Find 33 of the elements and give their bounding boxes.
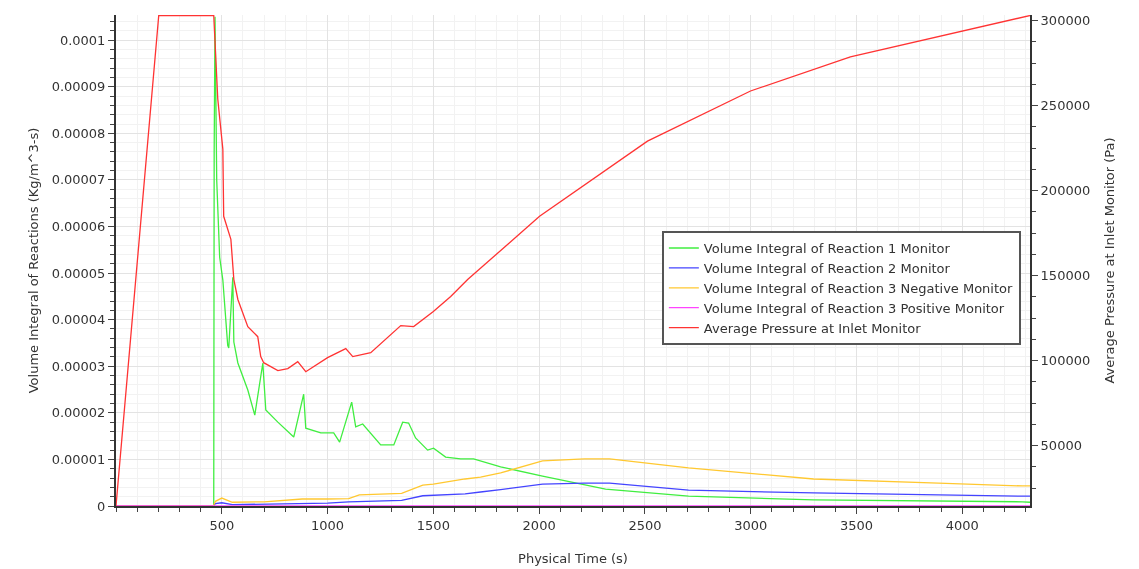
x-tick-label: 2000 xyxy=(522,517,556,533)
legend-label: Volume Integral of Reaction 2 Monitor xyxy=(703,260,951,276)
x-tick-label: 500 xyxy=(209,517,235,533)
legend-label: Volume Integral of Reaction 3 Positive Monitor xyxy=(703,300,1005,316)
y-tick-label: 0.00004 xyxy=(51,312,106,328)
y2-tick-label: 250000 xyxy=(1040,98,1091,114)
y2-tick-label: 200000 xyxy=(1040,183,1091,199)
y2-tick-label: 50000 xyxy=(1040,438,1082,454)
y-tick-label: 0.00007 xyxy=(51,172,106,188)
y-tick-label: 0.00002 xyxy=(51,405,106,421)
y-tick-label: 0.00008 xyxy=(51,125,106,141)
x-tick-label: 2500 xyxy=(628,517,662,533)
y-tick-label: 0.0001 xyxy=(59,32,106,48)
y2-tick-label: 150000 xyxy=(1040,268,1091,284)
legend-label: Volume Integral of Reaction 1 Monitor xyxy=(703,241,951,257)
x-tick-label: 1500 xyxy=(416,517,450,533)
y-tick-label: 0.00006 xyxy=(51,219,106,235)
x-tick-label: 4000 xyxy=(945,517,979,533)
x-axis-title: Physical Time (s) xyxy=(518,550,628,566)
x-tick-label: 3500 xyxy=(839,517,874,533)
legend-label: Volume Integral of Reaction 3 Negative Monitor xyxy=(703,280,1014,296)
legend-label: Average Pressure at Inlet Monitor xyxy=(703,320,922,336)
y-tick-label: 0.00005 xyxy=(51,265,106,281)
y2-tick-label: 300000 xyxy=(1040,13,1091,29)
y-tick-label: 0.00001 xyxy=(51,451,106,467)
y-axis-title: Volume Integral of Reactions (Kg/m^3-s) xyxy=(26,127,42,394)
y2-axis-title: Average Pressure at Inlet Monitor (Pa) xyxy=(1102,137,1118,384)
y-tick-label: 0.00003 xyxy=(51,358,106,374)
y-tick-label: 0 xyxy=(97,498,106,514)
y-tick-label: 0.00009 xyxy=(51,79,106,95)
x-tick-label: 3000 xyxy=(734,517,768,533)
y2-tick-label: 100000 xyxy=(1040,353,1091,369)
x-tick-label: 1000 xyxy=(311,517,345,533)
